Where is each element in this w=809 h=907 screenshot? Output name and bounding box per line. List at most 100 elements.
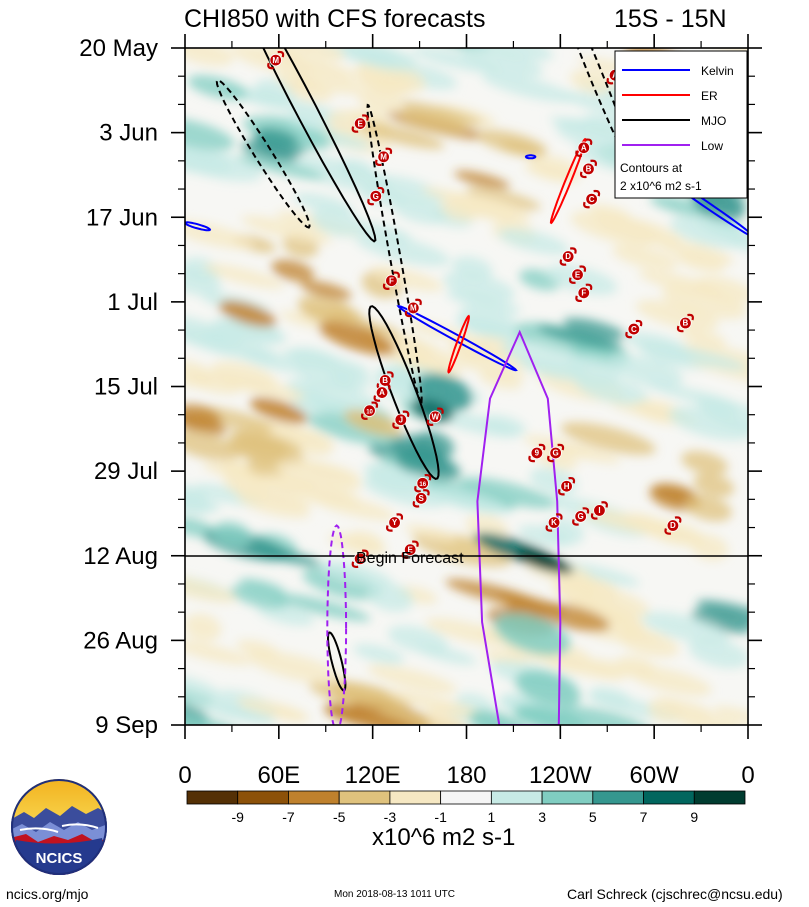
storm-symbol-arm	[404, 310, 412, 318]
anomaly-patch	[684, 495, 732, 522]
storm-symbol-arm	[377, 186, 385, 194]
storm-symbol-arm	[383, 383, 391, 390]
storm-symbol-arm	[676, 325, 684, 333]
anomaly-patch	[185, 574, 237, 603]
storm-symbol-arm	[387, 371, 394, 378]
anomaly-core	[515, 670, 581, 708]
y-tick-label: 3 Jun	[99, 120, 158, 147]
colorbar-bin	[288, 790, 340, 805]
storm-symbol-body	[582, 162, 595, 176]
anomaly-patch	[228, 430, 289, 453]
anomaly-patch	[446, 354, 527, 379]
storm-symbol-arm	[437, 407, 444, 415]
storm-symbol-arm	[625, 331, 632, 339]
storm-symbol-arm	[414, 485, 421, 493]
storm-symbol-arm	[367, 198, 374, 206]
colorbar-tick-label: -7	[282, 809, 295, 825]
storm-symbol-arm	[362, 549, 369, 557]
storm-label: W	[431, 412, 439, 421]
storm-symbol-body	[429, 410, 442, 423]
anomaly-patch	[696, 600, 748, 626]
storm-symbol-arm	[547, 455, 554, 463]
storm-label: G	[578, 512, 584, 521]
anomaly-patch	[247, 650, 345, 685]
anomaly-patch	[560, 422, 656, 455]
storm-label: B	[586, 165, 592, 174]
storm-symbol-arm	[575, 295, 582, 303]
storm-symbol-body	[377, 150, 390, 164]
begin-forecast-label: Begin Forecast	[356, 550, 464, 567]
anomaly-patch	[524, 163, 577, 182]
colorbar-bin	[338, 790, 391, 805]
anomaly-patch	[239, 349, 307, 373]
anomaly-patch	[694, 276, 748, 304]
storm-symbol-arm	[569, 277, 576, 284]
storm-symbol-arm	[575, 150, 582, 157]
y-tick-label: 9 Sep	[95, 712, 158, 739]
anomaly-patch	[185, 360, 214, 388]
storm-label: C	[589, 195, 595, 204]
anomaly-patch	[353, 644, 405, 665]
anomaly-patch	[712, 706, 748, 725]
anomaly-patch	[185, 139, 233, 175]
colorbar-bin	[440, 790, 492, 805]
anomaly-patch	[645, 382, 744, 410]
anomaly-patch	[661, 285, 747, 320]
storm-label: J	[399, 415, 403, 424]
storm-label: H	[564, 482, 570, 491]
anomaly-patch	[533, 602, 610, 632]
storm-symbol-arm	[590, 159, 598, 167]
storm-marker: C	[625, 319, 643, 339]
ncics-logo: NCICS	[11, 779, 107, 875]
storm-marker: S	[412, 489, 430, 508]
anomaly-patch	[430, 486, 507, 512]
anomaly-patch	[635, 299, 719, 331]
storm-symbol-arm	[557, 443, 565, 451]
anomaly-patch	[670, 215, 748, 249]
storm-symbol-arm	[569, 247, 577, 254]
storm-symbol-body	[414, 492, 428, 505]
colorbar-tick-label: -9	[232, 809, 245, 825]
legend-kelvin-label: Kelvin	[701, 64, 734, 78]
storm-symbol-body	[269, 53, 282, 67]
y-tick-label: 17 Jun	[86, 204, 158, 231]
storm-marker: I	[590, 501, 608, 520]
storm-symbol-arm	[382, 283, 390, 290]
colorbar-tick-label: -1	[434, 809, 447, 825]
anomaly-core	[343, 409, 402, 437]
colorbar: -9 -7 -5 -3 -1 1 3 5 7 9	[186, 790, 746, 825]
anomaly-core	[250, 397, 308, 424]
anomaly-patch	[594, 215, 683, 246]
storm-symbol-arm	[396, 513, 404, 520]
colorbar-bin	[186, 790, 239, 805]
anomaly-patch	[293, 155, 390, 192]
anomaly-patch	[546, 441, 621, 464]
storm-label: D	[565, 252, 571, 261]
storm-label: M	[410, 304, 417, 313]
anomaly-patch	[545, 264, 618, 295]
legend-note-line1: Contours at	[620, 161, 683, 175]
anomaly-patch	[467, 48, 554, 61]
storm-marker: E	[569, 265, 587, 284]
x-tick-label: 0	[178, 762, 191, 789]
anomaly-patch	[311, 207, 364, 237]
storm-marker: K	[545, 513, 563, 532]
anomaly-patch	[203, 263, 285, 289]
anomaly-patch	[236, 639, 279, 659]
footer-url[interactable]: ncics.org/mjo	[6, 886, 89, 902]
storm-symbol-arm	[559, 259, 567, 266]
x-tick-label: 120E	[345, 762, 401, 789]
colorbar-tick-label: -5	[333, 809, 346, 825]
storm-label: C	[631, 325, 637, 334]
storm-marker: G	[547, 443, 565, 463]
anomaly-patch	[330, 366, 371, 391]
anomaly-patch	[302, 567, 382, 600]
storm-symbol-body	[375, 386, 389, 399]
storm-label: M	[272, 56, 279, 65]
anomaly-patch	[563, 317, 626, 340]
y-tick-label: 20 May	[79, 35, 158, 62]
colorbar-bin	[693, 790, 746, 805]
storm-symbol-body	[353, 552, 367, 565]
anomaly-patch	[185, 220, 255, 250]
storm-label: A	[379, 388, 385, 397]
